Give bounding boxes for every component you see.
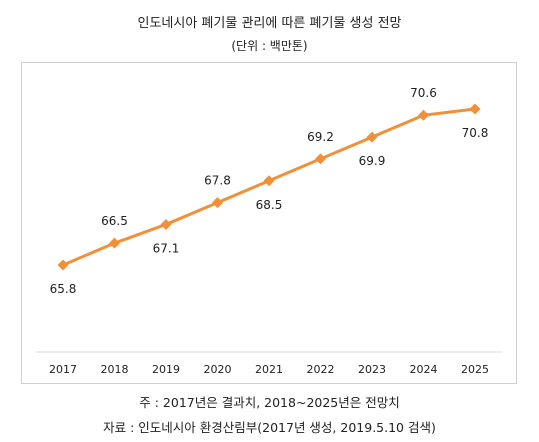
data-point [366,131,378,143]
data-label: 67.1 [153,241,180,255]
data-label: 69.2 [307,130,334,144]
chart-unit: (단위 : 백만톤) [231,39,308,53]
data-label: 69.9 [359,154,386,168]
data-label: 70.8 [462,126,489,140]
data-label: 66.5 [101,214,128,228]
data-label: 67.8 [204,174,231,188]
data-label: 65.8 [50,282,77,296]
x-tick-label: 2024 [410,363,438,376]
chart-note: 주 : 2017년은 결과치, 2018~2025년은 전망치 [139,395,400,410]
data-point [57,259,69,271]
series-line [62,107,476,267]
data-label: 68.5 [256,198,283,212]
chart-frame [21,62,517,384]
x-tick-label: 2022 [307,363,335,376]
data-point [469,103,481,115]
data-label: 70.6 [410,86,437,100]
data-point [212,197,223,209]
x-tick-label: 2018 [101,363,129,376]
chart-title: 인도네시아 폐기물 관리에 따른 폐기물 생성 전망 [137,16,402,31]
x-tick-label: 2023 [358,363,386,376]
x-tick-label: 2019 [152,363,180,376]
data-point [160,218,172,230]
chart-source: 자료 : 인도네시아 환경산림부(2017년 생성, 2019.5.10 검색) [103,420,436,435]
data-point [263,175,275,187]
x-tick-label: 2025 [461,363,489,376]
data-point [315,153,326,165]
data-point [418,109,429,121]
x-tick-label: 2020 [204,363,232,376]
data-point [109,237,120,249]
x-tick-label: 2021 [255,363,283,376]
x-tick-label: 2017 [49,363,77,376]
